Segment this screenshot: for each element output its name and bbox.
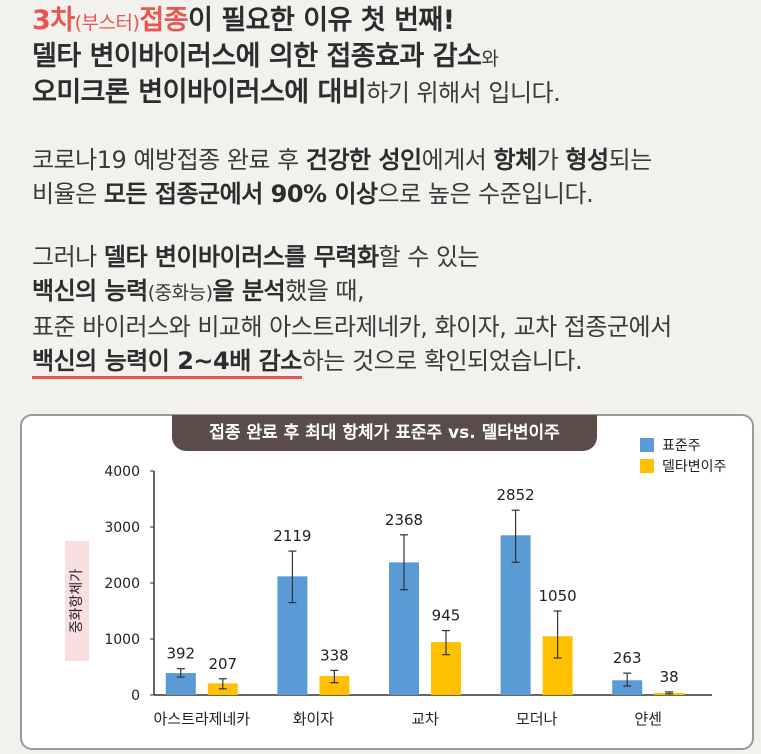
data-label: 263 [613, 649, 642, 667]
data-label: 1050 [539, 587, 577, 605]
legend-label: 델타변이주 [662, 459, 727, 475]
text: 으로 높은 수준입니다. [377, 180, 594, 208]
headline-delta: 델타 변이바이러스에 의한 접종효과 감소 [32, 41, 482, 72]
headline-line-1: 3차(부스터)접종이 필요한 이유 첫 번째! [32, 4, 741, 40]
headline: 3차(부스터)접종이 필요한 이유 첫 번째! 델타 변이바이러스에 의한 접종… [32, 4, 741, 110]
bar-standard [165, 673, 196, 695]
text-bold: 델타 변이바이러스를 무력화 [103, 243, 379, 271]
text-bold: 건강한 성인 [305, 146, 422, 174]
bar-chart: 0 1000 2000 3000 4000 중화항체가 392 207 아스트라제네카 2119 3… [65, 438, 727, 728]
text: 코로나19 예방접종 완료 후 [32, 146, 306, 174]
data-label: 392 [166, 645, 195, 663]
text: 했을 때, [285, 277, 365, 305]
headline-tail: 하기 위해서 입니다. [366, 79, 561, 107]
data-label: 207 [208, 655, 237, 673]
text: 에게서 [421, 146, 494, 174]
text: 가 [536, 146, 566, 174]
para2-line-2: 백신의 능력(중화능)을 분석했을 때, [32, 274, 741, 310]
para2-line-3: 표준 바이러스와 비교해 아스트라제네카, 화이자, 교차 접종군에서 [32, 313, 672, 341]
headline-conj: 와 [481, 48, 499, 70]
headline-emphasis: 3차 [32, 5, 75, 36]
headline-reason: 이 필요한 이유 첫 번째! [188, 5, 455, 36]
x-tick-label: 화이자 [293, 710, 335, 728]
bar-delta [319, 676, 350, 695]
para2-line-4: 백신의 능력이 2~4배 감소하는 것으로 확인되었습니다. [32, 344, 741, 379]
para2-line-1: 그러나 델타 변이바이러스를 무력화할 수 있는 [32, 240, 741, 274]
data-label: 2852 [497, 486, 535, 504]
bar-standard [612, 680, 643, 695]
y-tick-label: 4000 [104, 464, 140, 480]
data-label: 2368 [385, 511, 423, 529]
text: 되는 [608, 146, 653, 174]
y-axis-label-bg [65, 541, 89, 661]
headline-omicron: 오미크론 변이바이러스에 대비 [32, 77, 367, 108]
y-tick-label: 1000 [104, 632, 140, 648]
para1-line-1: 코로나19 예방접종 완료 후 건강한 성인에게서 항체가 형성되는 [32, 143, 741, 177]
x-tick-label: 교차 [411, 710, 439, 728]
x-tick-label: 얀센 [634, 710, 662, 728]
text-bold-underlined: 백신의 능력이 2~4배 감소 [32, 347, 302, 379]
paragraph-neutralization: 그러나 델타 변이바이러스를 무력화할 수 있는 백신의 능력(중화능)을 분석… [32, 240, 741, 379]
text-bold: 형성 [565, 146, 609, 174]
text-bold: 모든 접종군에서 90% 이상 [103, 180, 378, 208]
data-label: 338 [320, 646, 349, 664]
x-tick-label: 아스트라제네카 [153, 710, 250, 728]
chart-title: 접종 완료 후 최대 항체가 표준주 vs. 델타변이주 [172, 415, 597, 451]
text-bold: 을 분석 [212, 277, 286, 305]
legend-swatch [640, 438, 654, 452]
legend-swatch [640, 459, 654, 473]
data-label: 2119 [273, 527, 311, 545]
text-bold: 항체 [493, 146, 538, 174]
y-tick-label: 0 [131, 688, 140, 704]
chart-panel: 접종 완료 후 최대 항체가 표준주 vs. 델타변이주 0 1000 2000 30… [20, 414, 754, 750]
y-tick-label: 2000 [104, 576, 140, 592]
data-label: 38 [660, 668, 679, 686]
headline-line-3: 오미크론 변이바이러스에 대비하기 위해서 입니다. [32, 76, 741, 110]
text: 비율은 [32, 180, 104, 208]
text-small: (중화능) [147, 282, 213, 304]
text-bold: 백신의 능력 [32, 277, 148, 305]
para1-line-2: 비율은 모든 접종군에서 90% 이상으로 높은 수준입니다. [32, 177, 741, 211]
headline-line-2: 델타 변이바이러스에 의한 접종효과 감소와 [32, 40, 741, 76]
headline-booster: (부스터) [74, 12, 140, 34]
text: 그러나 [32, 243, 104, 271]
headline-vaccination: 접종 [139, 5, 189, 36]
y-axis-label: 중화항체가 [69, 569, 85, 634]
y-tick-label: 3000 [104, 520, 140, 536]
x-tick-label: 모더나 [516, 710, 558, 728]
text: 할 수 있는 [378, 243, 480, 271]
paragraph-antibody: 코로나19 예방접종 완료 후 건강한 성인에게서 항체가 형성되는 비율은 모… [32, 143, 741, 211]
text: 하는 것으로 확인되었습니다. [301, 347, 583, 375]
data-label: 945 [432, 607, 461, 625]
legend-label: 표준주 [662, 438, 701, 454]
